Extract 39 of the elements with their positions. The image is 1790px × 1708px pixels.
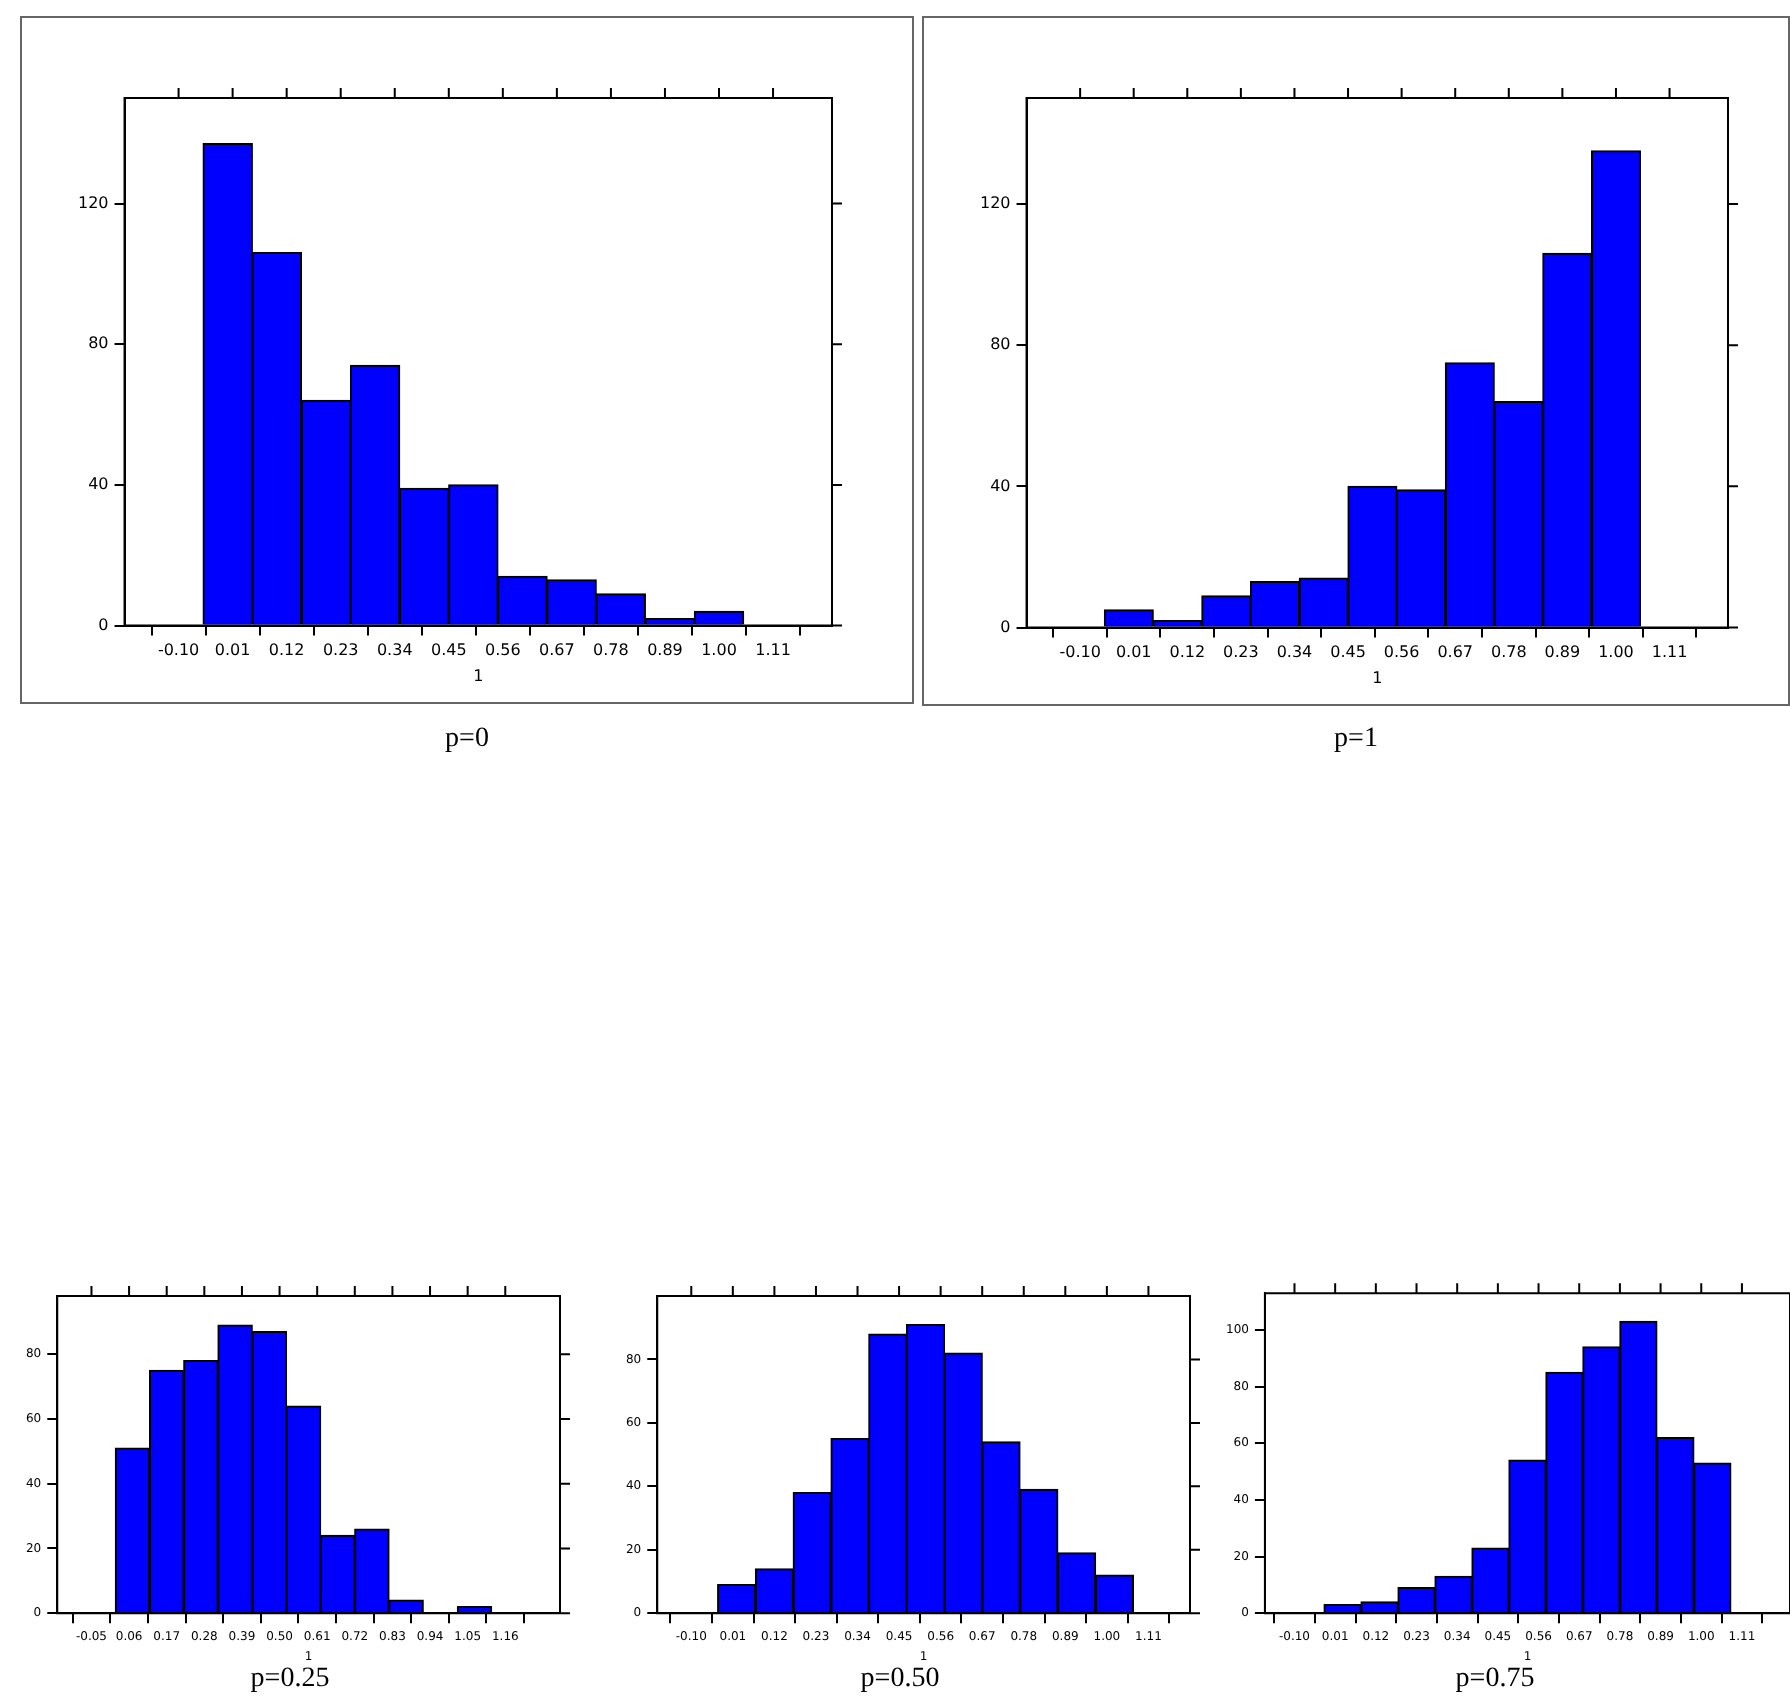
x-tick-label: 0.23 [322, 641, 359, 660]
x-tick-label: 0.56 [1383, 643, 1420, 662]
x-tick-label: 0.56 [485, 641, 521, 660]
x-axis-title: 1 [1372, 668, 1383, 687]
x-tick-label: 0.01 [214, 641, 251, 660]
y-tick-label: 0 [98, 615, 109, 634]
x-tick-label: 0.89 [647, 641, 683, 660]
x-tick-label: 0.45 [1330, 643, 1366, 662]
text: p=0 [443, 724, 491, 756]
x-tick-label: 0.12 [1169, 643, 1206, 662]
text: p=1 [1332, 724, 1380, 756]
y-tick-label: 120 [77, 193, 109, 212]
y-tick-label: 120 [979, 194, 1011, 213]
x-tick-label: 0.67 [1437, 643, 1474, 662]
x-tick-label: 0.67 [539, 641, 575, 660]
x-tick-label: 0.45 [430, 641, 467, 660]
x-tick-label: 1.00 [701, 641, 737, 660]
x-tick-label: 1.11 [755, 641, 791, 660]
y-tick-label: 40 [990, 476, 1011, 495]
x-tick-label: 1.11 [1651, 643, 1688, 662]
x-tick-label: -0.10 [157, 641, 200, 660]
y-tick-label: 40 [88, 475, 109, 494]
x-tick-label: 0.01 [1115, 643, 1152, 662]
x-tick-label: 0.89 [1544, 643, 1581, 662]
x-tick-label: 0.78 [1490, 643, 1527, 662]
y-tick-label: 0 [1000, 617, 1011, 636]
text: p=0.50 [858, 1664, 942, 1696]
x-tick-label: 0.78 [593, 641, 629, 660]
x-tick-label: 0.34 [1276, 643, 1313, 662]
text: p=0.75 [1453, 1664, 1537, 1696]
y-tick-label: 80 [88, 334, 109, 353]
text: p=0.25 [248, 1664, 332, 1696]
x-tick-label: -0.10 [1059, 643, 1101, 662]
x-axis-title: 1 [473, 666, 484, 685]
x-tick-label: 0.34 [376, 641, 413, 660]
x-tick-label: 1.00 [1598, 643, 1634, 662]
y-tick-label: 80 [990, 335, 1011, 354]
x-tick-label: 0.12 [268, 641, 305, 660]
x-tick-label: 0.23 [1223, 643, 1259, 662]
